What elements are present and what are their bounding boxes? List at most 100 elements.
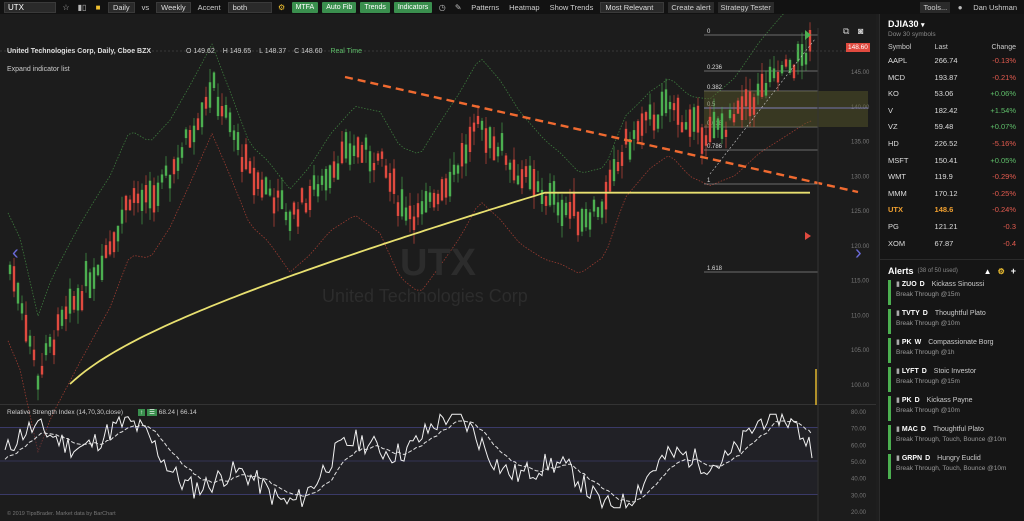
star-icon[interactable]: ☆ — [62, 2, 70, 12]
row-symbol: MCD — [888, 72, 906, 82]
alert-name: Hungry Euclid — [937, 455, 981, 463]
candle-body — [260, 179, 264, 198]
chevron-down-icon[interactable]: ▾ — [921, 22, 925, 29]
candle-body — [496, 146, 500, 157]
gear-icon[interactable]: ⚙ — [277, 2, 286, 12]
watchlist-row[interactable]: UTX 148.6 -0.24% — [880, 202, 1024, 219]
color-icon[interactable]: ■ — [95, 2, 101, 12]
strategy-tester-button[interactable]: Strategy Tester — [717, 1, 774, 13]
candle-body — [732, 114, 736, 123]
alert-item[interactable]: ▮ ZUO D Kickass Sinoussi Break Through @15m — [888, 280, 1016, 306]
rsi-line — [4, 412, 813, 510]
scroll-right-arrow[interactable]: › — [855, 242, 862, 264]
row-last: 67.87 — [934, 238, 954, 248]
tools-button[interactable]: Tools... — [920, 1, 951, 13]
watchlist-row[interactable]: MSFT 150.41 +0.05% — [880, 153, 1024, 170]
high-value: H 149.65 — [222, 48, 252, 55]
rsi-values: ↑ ☰ 68.24 | 66.14 — [138, 409, 197, 416]
chart-area[interactable]: 145.00 1 40.00 135.00 130.00 125.00 120.00 115.… — [0, 14, 876, 521]
watchlist-row[interactable]: HD 226.52 -5.16% — [880, 136, 1024, 153]
price-chart-svg[interactable]: 145.00 1 40.00 135.00 130.00 125.00 120.00 115.… — [0, 14, 876, 521]
candle-body — [120, 209, 124, 224]
realtime-label: Real Time — [330, 48, 362, 55]
fib-label: 0 — [707, 29, 711, 35]
open-value: O 149.62 — [186, 48, 215, 55]
candle-body — [696, 105, 700, 133]
gear-icon[interactable]: ⚙ — [997, 266, 1005, 276]
candle-body — [592, 199, 596, 212]
candle-body — [668, 101, 672, 110]
candle-body — [620, 152, 624, 166]
create-alert-button[interactable]: Create alert — [668, 1, 714, 13]
alert-item[interactable]: ▮ PK D Kickass Payne Break Through @10m — [888, 396, 1016, 422]
draw-icon[interactable]: ✎ — [454, 2, 462, 12]
filter-icon[interactable]: ▲ — [983, 266, 992, 276]
watchlist-title[interactable]: DJIA30 ▾ — [888, 19, 925, 29]
expand-indicator-list[interactable]: Expand indicator list — [7, 66, 70, 73]
snapshot-icon[interactable]: ⧉ — [843, 26, 850, 36]
watchlist-row[interactable]: V 182.42 +1.54% — [880, 103, 1024, 120]
chart-type-icon[interactable]: ▮▯ — [77, 2, 87, 12]
moving-average-line — [69, 191, 810, 385]
indicators-button[interactable]: Indicators — [393, 1, 433, 13]
candle-body — [764, 82, 768, 96]
rsi-toggle-a[interactable]: ↑ — [138, 409, 146, 416]
watchlist-row[interactable]: MCD 193.87 -0.21% — [880, 70, 1024, 87]
row-symbol: MMM — [888, 188, 907, 198]
price-tick-label: 100.00 — [851, 383, 870, 389]
candle-body — [324, 168, 328, 191]
rsi-toggle-b[interactable]: ☰ — [147, 409, 157, 416]
accent-select[interactable]: both — [227, 1, 272, 13]
candle-body — [184, 129, 188, 139]
col-last[interactable]: Last — [934, 44, 948, 51]
most-relevant-select[interactable]: Most Relevant — [600, 1, 665, 13]
ohlc-readout: O 149.62 H 149.65 L 148.37 C 148.60 Real… — [180, 48, 362, 55]
price-tick-label: 105.00 — [851, 348, 870, 354]
compare-interval-select[interactable]: Weekly — [156, 1, 191, 13]
alert-item[interactable]: ▮ TVTY D Thoughtful Plato Break Through @10… — [888, 309, 1016, 335]
watchlist-row[interactable]: KO 53.06 +0.06% — [880, 86, 1024, 103]
scroll-left-arrow[interactable]: ‹ — [12, 242, 19, 264]
watchlist-row[interactable]: XOM 67.87 -0.4 — [880, 236, 1024, 253]
candle-body — [488, 127, 492, 149]
row-symbol: V — [888, 105, 894, 115]
top-toolbar: UTX ☆ ▮▯ ■ Daily vs Weekly Accent both ⚙… — [0, 0, 1024, 14]
add-alert-icon[interactable]: + — [1010, 266, 1016, 277]
symbol-input[interactable]: UTX — [4, 1, 56, 13]
show-trends-button[interactable]: Show Trends — [549, 2, 594, 12]
clock-icon[interactable]: ◷ — [438, 2, 446, 12]
volume-bar — [815, 369, 817, 405]
watchlist-row[interactable]: VZ 59.48 +0.07% — [880, 119, 1024, 136]
candle-body — [652, 114, 656, 131]
auto-fib-button[interactable]: Auto Fib — [322, 1, 357, 13]
vs-label: vs — [141, 2, 150, 12]
camera-icon[interactable]: ◙ — [858, 26, 864, 36]
alert-item[interactable]: ▮ LYFT D Stoic Investor Break Through @15m — [888, 367, 1016, 393]
candle-body — [240, 157, 244, 172]
patterns-button[interactable]: Patterns — [471, 2, 500, 12]
row-change: -0.13% — [992, 56, 1016, 65]
alert-item[interactable]: ▮ GRPN D Hungry Euclid Break Through, Touch… — [888, 454, 1016, 480]
fib-label: 0.5 — [707, 102, 716, 108]
candle-body — [608, 169, 612, 192]
candle-body — [272, 197, 276, 214]
user-icon[interactable]: ● — [957, 2, 963, 12]
trends-button[interactable]: Trends — [360, 1, 390, 13]
watchlist-row[interactable]: PG 121.21 -0.3 — [880, 219, 1024, 236]
alert-timeframe: D — [925, 455, 931, 463]
col-symbol[interactable]: Symbol — [888, 44, 912, 51]
watchlist-row[interactable]: MMM 170.12 -0.25% — [880, 186, 1024, 203]
col-change[interactable]: Change — [991, 44, 1016, 51]
mtfa-button[interactable]: MTFA — [291, 1, 319, 13]
user-name[interactable]: Dan Ushman — [973, 2, 1017, 12]
interval-select[interactable]: Daily — [108, 1, 135, 13]
heatmap-button[interactable]: Heatmap — [509, 2, 540, 12]
candle-body — [332, 161, 336, 178]
row-change: -0.3 — [1003, 221, 1016, 231]
price-tick-label: 120.00 — [851, 244, 870, 250]
alert-item[interactable]: ▮ MAC D Thoughtful Plato Break Through, Tou… — [888, 425, 1016, 451]
watchlist-row[interactable]: AAPL 266.74 -0.13% — [880, 53, 1024, 70]
watchlist-row[interactable]: WMT 119.9 -0.29% — [880, 169, 1024, 186]
row-change: -0.4 — [1003, 238, 1016, 248]
alert-item[interactable]: ▮ PK W Compassionate Borg Break Through @1h — [888, 338, 1016, 364]
